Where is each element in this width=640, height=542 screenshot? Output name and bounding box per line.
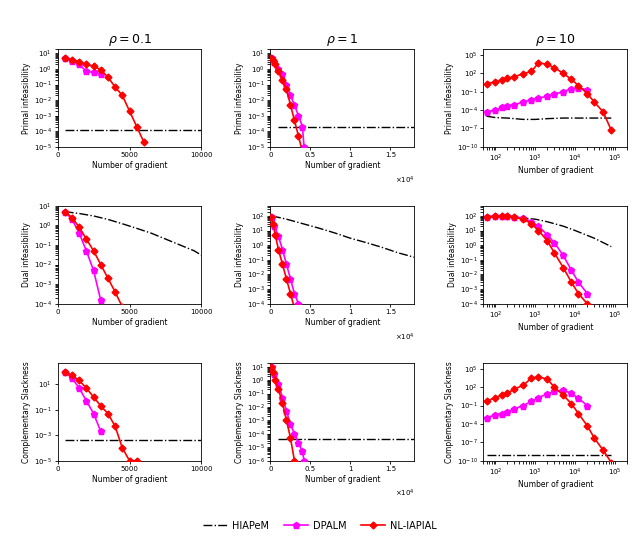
Legend: HIAPeM, DPALM, NL-IAPIAL: HIAPeM, DPALM, NL-IAPIAL [199, 517, 441, 534]
Title: $\rho = 1$: $\rho = 1$ [326, 32, 358, 48]
Y-axis label: Primal infeasibility: Primal infeasibility [236, 62, 244, 133]
Y-axis label: Complementary Slackness: Complementary Slackness [22, 361, 31, 462]
Y-axis label: Primal infeasibility: Primal infeasibility [445, 62, 454, 133]
X-axis label: Number of gradient: Number of gradient [518, 324, 593, 332]
Y-axis label: Dual infeasibility: Dual infeasibility [448, 222, 457, 287]
X-axis label: Number of gradient: Number of gradient [305, 161, 380, 170]
X-axis label: Number of gradient: Number of gradient [92, 318, 167, 327]
Title: $\rho = 10$: $\rho = 10$ [535, 32, 575, 48]
X-axis label: Number of gradient: Number of gradient [92, 161, 167, 170]
Y-axis label: Complementary Slackness: Complementary Slackness [236, 361, 244, 462]
Text: $\times10^4$: $\times10^4$ [395, 331, 414, 343]
Text: $\times10^4$: $\times10^4$ [395, 488, 414, 500]
X-axis label: Number of gradient: Number of gradient [305, 318, 380, 327]
Y-axis label: Primal infeasibility: Primal infeasibility [22, 62, 31, 133]
Text: $\times10^4$: $\times10^4$ [395, 175, 414, 185]
X-axis label: Number of gradient: Number of gradient [518, 166, 593, 176]
X-axis label: Number of gradient: Number of gradient [305, 475, 380, 484]
Y-axis label: Dual infeasibility: Dual infeasibility [236, 222, 244, 287]
Y-axis label: Dual infeasibility: Dual infeasibility [22, 222, 31, 287]
X-axis label: Number of gradient: Number of gradient [92, 475, 167, 484]
X-axis label: Number of gradient: Number of gradient [518, 480, 593, 489]
Title: $\rho = 0.1$: $\rho = 0.1$ [108, 32, 152, 48]
Y-axis label: Complementary Slackness: Complementary Slackness [445, 361, 454, 462]
